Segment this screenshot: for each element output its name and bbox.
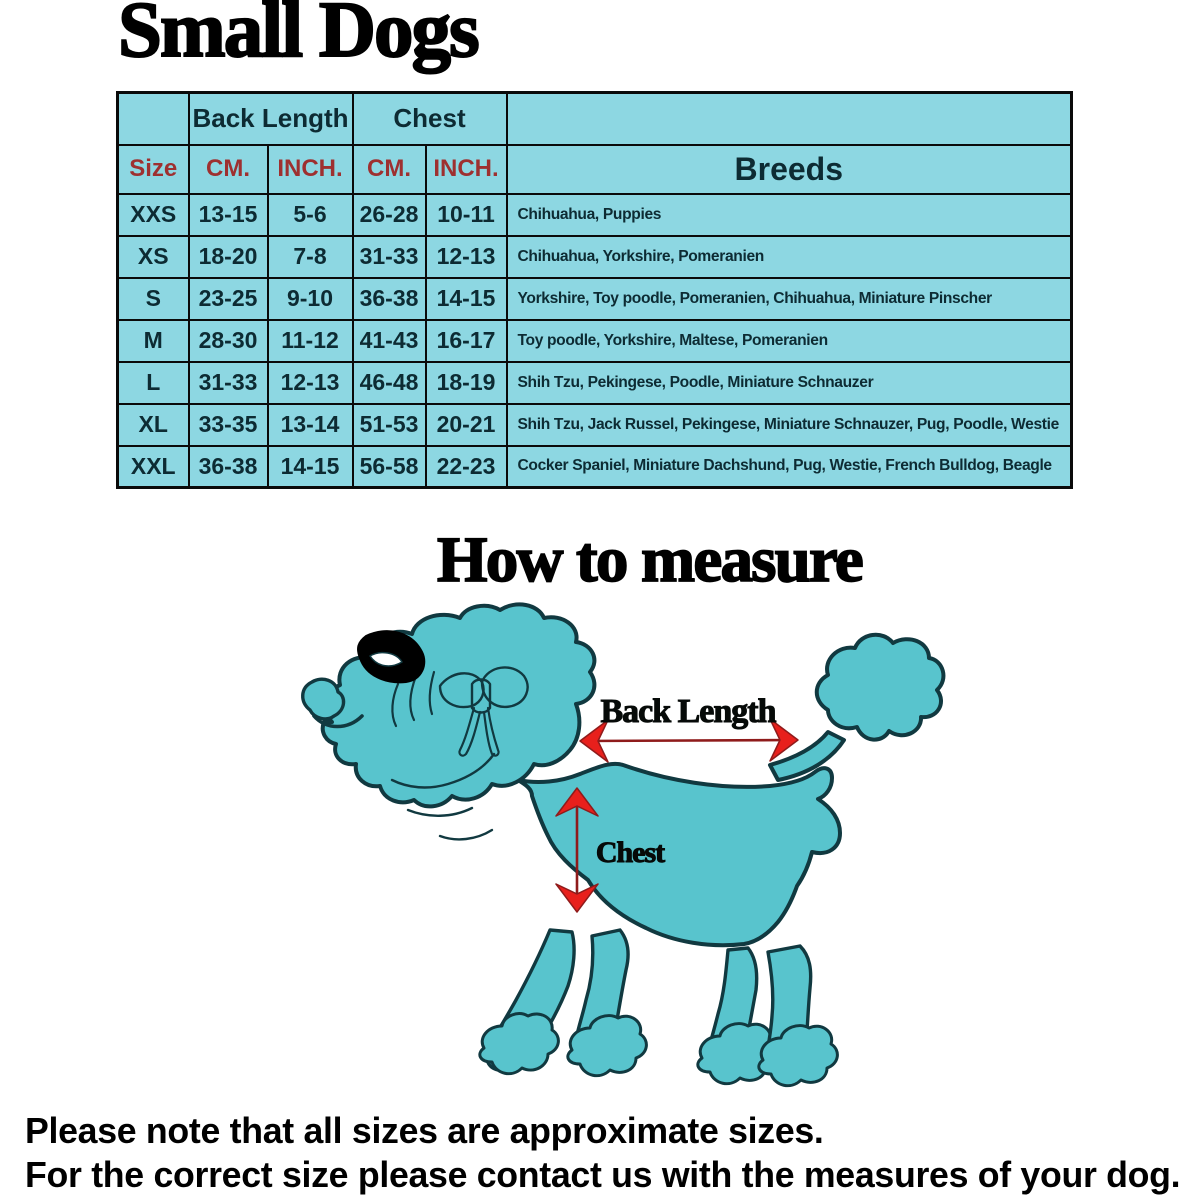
svg-text:Chest: Chest bbox=[596, 836, 665, 869]
svg-text:Back Length: Back Length bbox=[600, 693, 776, 730]
